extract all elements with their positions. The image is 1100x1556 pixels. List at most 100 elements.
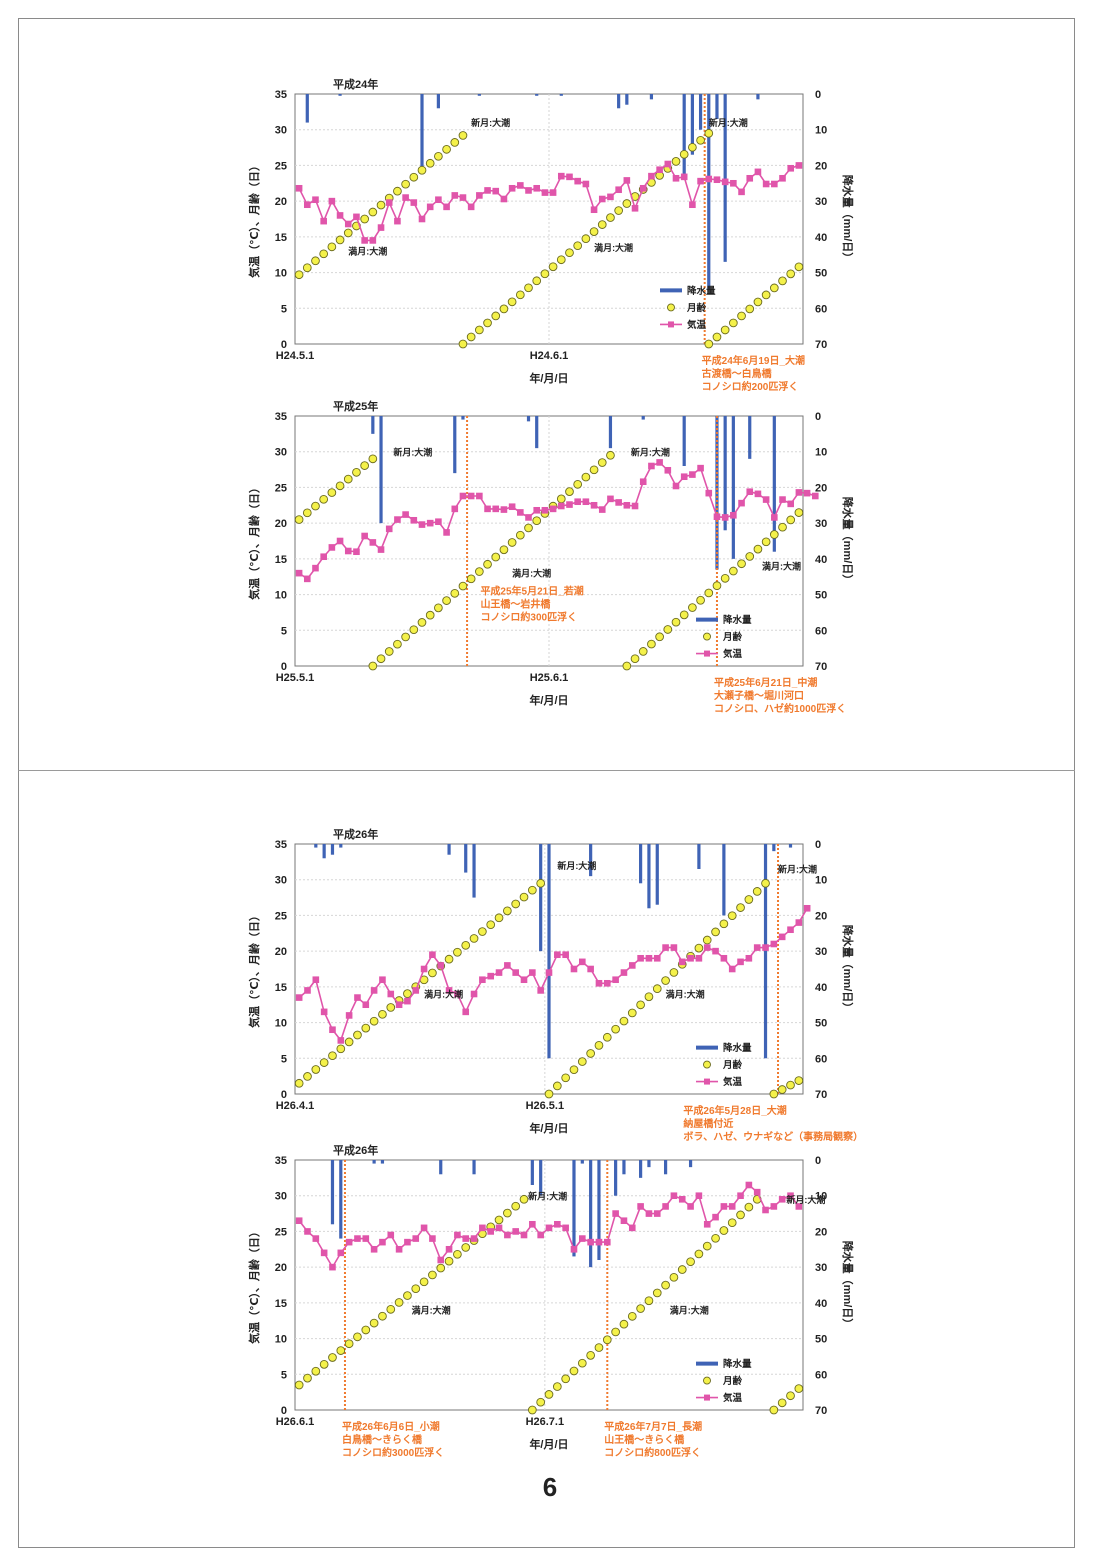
temperature-point — [345, 1012, 353, 1019]
rain-bar — [723, 94, 727, 262]
rain-bar — [453, 416, 457, 474]
temperature-point — [445, 1245, 453, 1253]
y2-tick-label: 0 — [815, 89, 821, 101]
moon-age-point — [328, 1353, 337, 1362]
temperature-point — [554, 1220, 561, 1228]
y-tick-label: 30 — [275, 875, 287, 887]
temperature-point — [337, 1037, 345, 1044]
temperature-point — [562, 951, 569, 959]
temperature-point — [484, 187, 491, 194]
moon-age-point — [319, 1058, 329, 1067]
event-note-line: 平成26年5月28日_大潮 — [683, 1104, 786, 1117]
moon-age-point — [425, 158, 435, 168]
temperature-point — [336, 212, 344, 219]
temperature-point — [628, 962, 636, 969]
legend-moon-label: 月齢 — [722, 1375, 743, 1387]
rain-bar — [380, 1160, 385, 1164]
rain-bar — [305, 94, 309, 123]
temperature-point — [712, 947, 719, 955]
moon-age-point — [737, 311, 746, 321]
x-tick-label: H24.6.1 — [530, 350, 569, 362]
rain-bar — [559, 94, 563, 96]
tide-annotation: 新月:大潮 — [471, 117, 510, 128]
moon-age-point — [589, 465, 599, 475]
moon-age-point — [573, 479, 583, 489]
y-tick-label: 0 — [281, 339, 287, 351]
temperature-point — [385, 525, 393, 533]
rain-bar — [608, 416, 613, 449]
y-tick-label: 5 — [281, 1369, 287, 1381]
page-divider — [18, 770, 1075, 771]
event-note-line: コノシロ約200匹浮く — [702, 380, 799, 393]
moon-age-point — [311, 501, 320, 511]
tide-annotation: 満月:大潮 — [670, 1305, 709, 1316]
temperature-point — [549, 505, 557, 513]
y2-tick-label: 60 — [815, 1053, 827, 1065]
temperature-point — [631, 502, 639, 510]
moon-age-point — [794, 508, 804, 517]
moon-age-point — [619, 1319, 629, 1329]
moon-age-point — [636, 1000, 645, 1010]
rain-bar — [715, 94, 719, 119]
moon-age-point — [343, 474, 353, 484]
temperature-point — [648, 172, 655, 180]
legend-moon-label: 月齢 — [686, 302, 707, 314]
moon-age-point — [524, 523, 533, 533]
moon-age-point — [336, 1044, 346, 1054]
moon-age-point — [478, 927, 487, 936]
temperature-point — [312, 564, 319, 572]
moon-age-point — [727, 911, 737, 921]
temperature-point — [437, 1256, 445, 1264]
temperature-point — [737, 958, 744, 966]
moon-age-point — [720, 325, 730, 335]
temperature-point — [467, 203, 475, 211]
temperature-point — [492, 505, 500, 513]
temperature-point — [435, 196, 442, 204]
moon-age-point — [686, 1257, 695, 1267]
moon-age-point — [544, 1390, 554, 1399]
legend-moon-swatch — [703, 632, 711, 641]
tide-annotation: 新月:大潮 — [778, 864, 817, 875]
moon-age-point — [586, 1351, 595, 1360]
temperature-point — [787, 926, 794, 934]
x-tick-label: H25.5.1 — [276, 672, 315, 684]
moon-age-point — [393, 186, 402, 196]
temperature-point — [379, 1238, 386, 1246]
y-tick-label: 35 — [275, 1155, 287, 1167]
y2-tick-label: 10 — [815, 875, 827, 887]
moon-age-point — [417, 165, 427, 175]
temperature-point — [713, 176, 721, 184]
moon-age-point — [442, 145, 451, 154]
tide-annotation: 新月:大潮 — [631, 446, 670, 457]
moon-age-point — [589, 227, 599, 236]
moon-age-point — [737, 559, 746, 569]
temperature-point — [476, 492, 483, 500]
moon-age-point — [569, 1065, 579, 1075]
temperature-point — [678, 958, 686, 966]
moon-age-point — [720, 573, 730, 583]
rain-bar — [682, 94, 686, 180]
legend-temp-label: 気温 — [723, 1076, 743, 1088]
temperature-point — [787, 500, 795, 508]
y-tick-label: 30 — [275, 1191, 287, 1203]
moon-age-point — [503, 906, 512, 916]
temperature-point — [628, 1224, 636, 1232]
moon-age-point — [581, 234, 591, 243]
temperature-point — [787, 164, 795, 172]
rain-bar — [756, 94, 760, 100]
temperature-point — [574, 177, 581, 185]
moon-age-point — [627, 1008, 637, 1018]
temperature-point — [479, 1224, 486, 1232]
moon-age-point — [769, 283, 779, 293]
moon-age-point — [360, 461, 369, 470]
moon-age-point — [652, 984, 662, 993]
moon-age-point — [344, 1339, 354, 1349]
moon-age-point — [736, 903, 745, 912]
event-note-line: 大瀬子橋～堀川河口 — [714, 689, 804, 702]
temperature-point — [639, 184, 647, 192]
moon-age-point — [532, 276, 542, 286]
temperature-point — [370, 987, 378, 994]
y2-tick-label: 0 — [815, 1155, 821, 1167]
y2-tick-label: 50 — [815, 590, 827, 602]
rain-bar — [472, 844, 476, 898]
